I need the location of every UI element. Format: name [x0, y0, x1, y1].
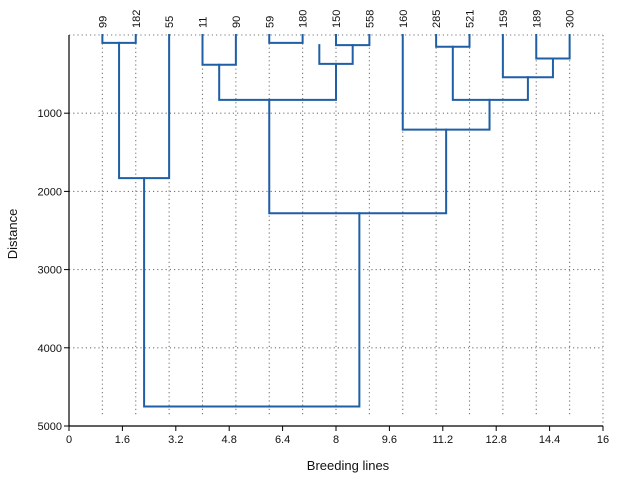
- x-tick-label-11.2: 11.2: [433, 434, 454, 446]
- x-tick-label-8: 8: [333, 434, 339, 446]
- dendrogram-link-5: [535, 34, 571, 60]
- leaf-label-300: 300: [565, 10, 577, 28]
- dendrogram-link-11: [401, 34, 491, 131]
- x-tick-label-3.2: 3.2: [168, 434, 183, 446]
- leaf-label-189: 189: [531, 10, 543, 28]
- leaf-label-59: 59: [264, 16, 276, 28]
- dendrogram-link-8: [501, 34, 554, 79]
- x-tick-label-6.4: 6.4: [275, 434, 290, 446]
- y-tick-label-2000: 2000: [38, 186, 62, 198]
- dendrogram-link-4: [435, 34, 471, 48]
- dendrogram-link-10: [451, 45, 529, 101]
- leaf-label-180: 180: [298, 10, 310, 28]
- y-tick-label-3000: 3000: [38, 265, 62, 277]
- leaf-label-99: 99: [97, 16, 109, 28]
- x-tick-label-14.4: 14.4: [539, 434, 560, 446]
- leaf-label-90: 90: [231, 16, 243, 28]
- x-tick-label-9.6: 9.6: [382, 434, 397, 446]
- branch-layer: [101, 34, 571, 408]
- dendrogram-link-14: [143, 177, 361, 408]
- y-axis-title: Distance: [5, 209, 20, 260]
- x-tick-label-12.8: 12.8: [485, 434, 506, 446]
- y-tick-label-5000: 5000: [38, 421, 62, 433]
- dendrogram-link-13: [268, 98, 448, 215]
- leaf-label-182: 182: [131, 10, 143, 28]
- dendrogram-link-7: [201, 34, 237, 66]
- dendrogram-link-2: [268, 34, 304, 44]
- dendrogram-link-9: [218, 62, 337, 101]
- x-tick-label-1.6: 1.6: [115, 434, 130, 446]
- leaf-label-558: 558: [364, 10, 376, 28]
- x-axis-title: Breeding lines: [307, 458, 390, 473]
- x-tick-label-4.8: 4.8: [222, 434, 237, 446]
- dendrogram-link-1: [101, 34, 137, 44]
- axis-layer: 1000 2000 3000 4000 5000 0 1.6 3.2 4.8 6.4 8 9.6 11.…: [38, 35, 609, 446]
- leaf-label-160: 160: [398, 10, 410, 28]
- dendrogram-link-12: [118, 34, 171, 180]
- leaf-label-285: 285: [431, 10, 443, 28]
- y-tick-label-1000: 1000: [38, 108, 62, 120]
- grid-layer: [69, 34, 604, 426]
- dendrogram-link-3: [335, 34, 371, 47]
- leaf-label-55: 55: [164, 16, 176, 28]
- x-tick-label-0: 0: [66, 434, 72, 446]
- leaf-label-150: 150: [331, 10, 343, 28]
- leaf-label-layer: 99 182 55 11 90 59 180 150 558 160 285 521 159 189 300: [97, 10, 576, 28]
- leaf-label-11: 11: [198, 17, 210, 28]
- leaf-label-521: 521: [465, 10, 477, 28]
- leaf-label-159: 159: [498, 10, 510, 28]
- y-tick-label-4000: 4000: [38, 343, 62, 355]
- x-tick-label-16: 16: [597, 434, 609, 446]
